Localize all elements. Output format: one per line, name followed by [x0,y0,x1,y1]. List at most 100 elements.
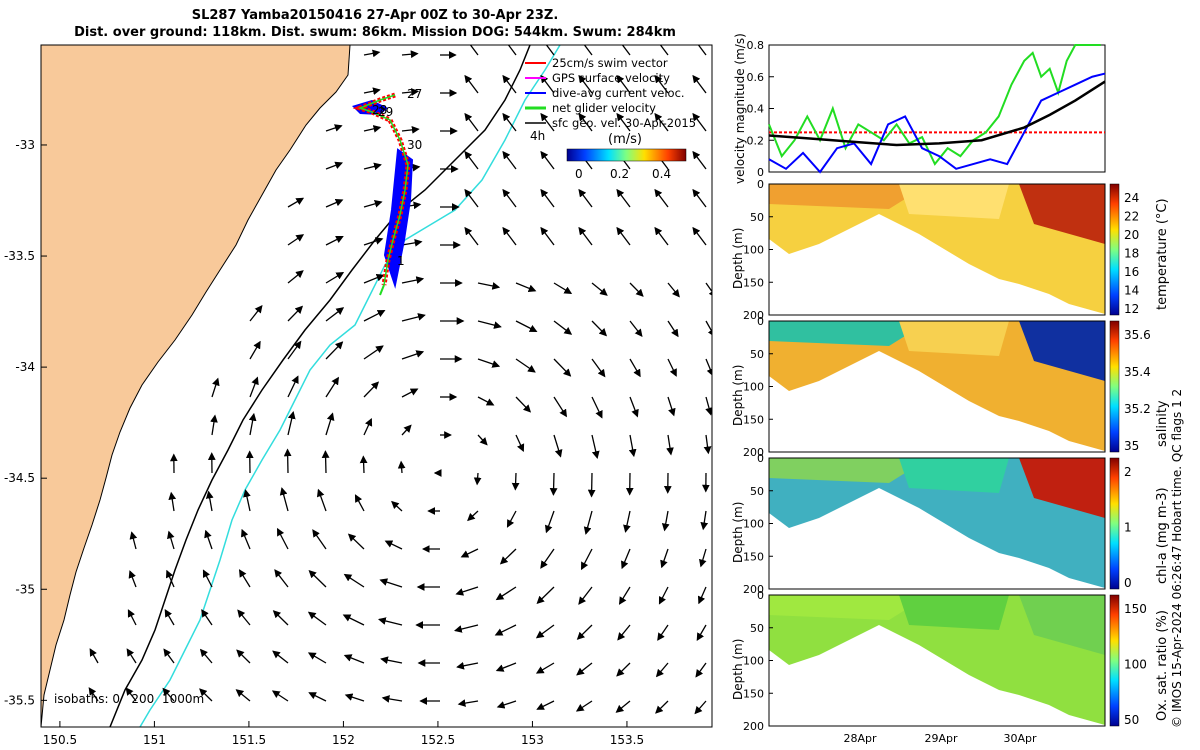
time-tick-label: 29Apr [924,732,958,745]
geo-velocity-arrow [629,396,639,418]
geo-velocity-arrow [271,690,289,702]
chart-subtitle: Dist. over ground: 118km. Dist. swum: 86… [74,25,676,40]
geo-velocity-arrow [363,381,380,398]
geo-velocity-arrow [243,489,251,512]
section-colorbar [1109,183,1120,316]
geo-velocity-arrow [325,271,345,284]
geo-velocity-arrow [553,358,572,377]
geo-velocity-arrow [312,529,327,550]
geo-velocity-arrow [616,74,631,94]
geo-velocity-arrow [325,341,344,360]
depth-axis-label: Depth (m) [731,639,745,700]
geo-velocity-arrow [342,614,365,626]
geo-velocity-arrow [540,548,555,569]
geo-velocity-arrow [692,150,707,170]
depth-tick-label: 150 [743,687,764,700]
geo-velocity-arrow [578,188,593,208]
geo-velocity-arrow [540,45,555,56]
track-label-29: 29 [378,105,393,119]
credit-text: © IMOS 15-Apr-2024 06:26:47 Hobart time.… [1170,388,1184,728]
geo-velocity-arrow [287,340,302,360]
isobath-200 [109,45,531,727]
legend-label-net: net glider velocity [552,101,656,115]
geo-velocity-arrow [578,45,593,56]
geo-velocity-arrow [397,460,406,474]
geo-velocity-arrow [502,112,517,132]
net-velocity-track [357,94,409,286]
velocity-y-tick-label: 0.8 [747,39,765,52]
colorbar-tick-label: 0 [1124,576,1132,590]
geo-velocity-arrow [553,282,573,295]
geo-velocity-arrow [667,358,677,377]
geo-velocity-arrow [202,569,213,588]
geo-velocity-arrow [477,320,502,329]
geo-velocity-arrow [277,527,289,550]
geo-velocity-arrow [363,200,383,208]
geo-velocity-arrow [363,49,381,58]
geo-velocity-arrow [591,396,603,419]
geo-velocity-arrow [287,197,305,208]
velocity-y-tick-label: 0.2 [747,134,765,147]
time-tick-label: 28Apr [843,732,877,745]
geo-velocity-arrow [401,350,425,360]
geo-velocity-arrow [658,586,669,605]
section-field [769,595,1105,725]
geo-velocity-arrow [199,648,213,664]
geo-velocity-arrow [363,310,386,322]
depth-tick-label: 100 [743,655,764,668]
geo-velocity-arrow [506,510,517,528]
section-field-patch [899,595,1009,630]
geo-velocity-arrow [128,570,137,588]
track-label-28: 28 [372,103,387,117]
map-colorbar-tick: 0.4 [652,167,671,181]
map-y-tick-label: -35 [15,582,35,596]
geo-velocity-arrow [705,282,712,298]
depth-tick-label: 100 [743,244,764,257]
geo-velocity-arrow [401,88,420,96]
section-field [769,458,1105,588]
geo-velocity-arrow [88,687,99,702]
depth-tick-label: 50 [750,211,764,224]
map-x-tick-label: 153.5 [610,733,644,747]
section-field-patch [1019,184,1105,244]
geo-velocity-arrow [535,662,555,674]
geo-velocity-arrow [343,654,365,664]
geo-velocity-arrow [655,700,669,714]
geo-velocity-arrow [591,320,608,337]
geo-velocity-arrow [621,548,631,570]
map-y-tick-label: -34 [15,360,35,374]
geo-velocity-arrow [692,45,707,56]
colorbar-tick-label: 1 [1124,521,1132,535]
geo-velocity-arrow [515,434,525,453]
geo-velocity-arrow [363,87,381,95]
geo-velocity-arrow [477,396,495,406]
geo-velocity-arrow [657,624,669,641]
geo-velocity-arrow [464,112,479,132]
geo-velocity-arrow [165,569,175,588]
map-colorbar: (m/s) 0 0.2 0.4 [566,132,687,181]
current-velocity-band [352,100,388,115]
geo-velocity-arrow [249,340,261,360]
depth-tick-label: 0 [757,178,764,191]
geo-velocity-arrow [581,548,593,571]
isobaths-label: isobaths: 0 200 1000m [54,692,204,706]
depth-tick-label: 100 [743,381,764,394]
map-panel: 150.5 151 151.5 152 152.5 153 153.5 -33-33.5-3… [4,44,713,747]
depth-tick-label: 50 [750,622,764,635]
time-label-4h: 4h [530,129,545,143]
geo-velocity-arrow [287,234,305,246]
glider-track [352,92,414,296]
geo-velocity-arrow [401,388,419,398]
geo-velocity-arrow [378,617,403,626]
depth-tick-label: 200 [743,446,764,459]
geo-velocity-arrow [363,125,382,133]
depth-tick-label: 200 [743,720,764,733]
geo-velocity-arrow [575,700,593,712]
section-field-patch [769,321,929,346]
geo-velocity-arrow [325,235,344,246]
geo-velocity-arrow [666,434,674,456]
legend-label-swim: 25cm/s swim vector [552,56,668,70]
land-area [41,45,351,727]
map-x-tick-label: 151.5 [232,733,266,747]
